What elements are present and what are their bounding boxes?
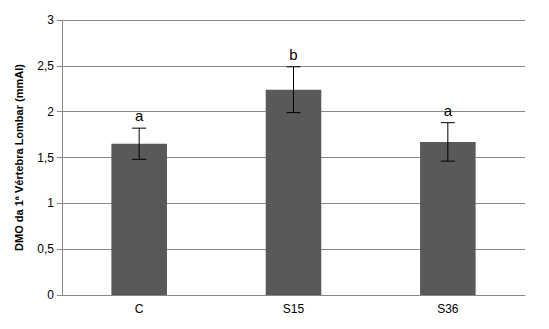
svg-text:0: 0 [47,288,54,302]
svg-text:0,5: 0,5 [37,242,54,256]
svg-text:1,5: 1,5 [37,151,54,165]
svg-text:1: 1 [47,196,54,210]
svg-text:a: a [444,102,453,119]
svg-text:3: 3 [47,13,54,27]
svg-text:S15: S15 [283,302,305,316]
svg-text:2: 2 [47,105,54,119]
svg-text:S36: S36 [437,302,459,316]
svg-text:a: a [135,107,144,124]
svg-text:b: b [289,46,297,63]
svg-text:C: C [135,302,144,316]
svg-text:DMO da 1ª Vértebra Lombar (mmA: DMO da 1ª Vértebra Lombar (mmAl) [13,64,25,251]
svg-text:2,5: 2,5 [37,59,54,73]
